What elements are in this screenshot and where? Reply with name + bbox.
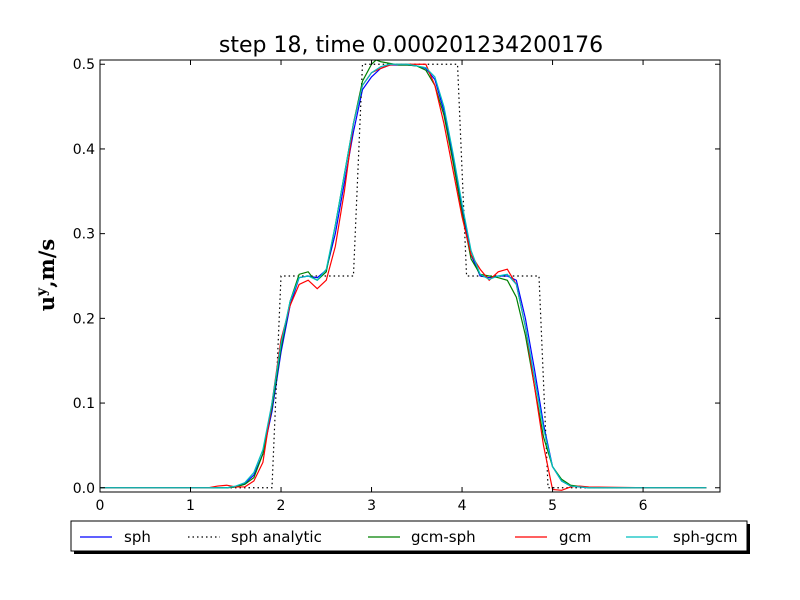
plot-frame [99, 59, 721, 493]
series-line-sph-gcm [100, 63, 707, 489]
legend-label: gcm-sph [411, 528, 476, 546]
y-tick-label: 0.3 [73, 227, 95, 243]
y-tick-label: 0.4 [73, 142, 95, 158]
x-tick-label: 0 [96, 498, 105, 514]
y-axis-label-main: u [34, 296, 59, 311]
ticks-layer: 0 1 2 3 4 5 6 0.0 0.1 0.2 0.3 0.4 0.5 [73, 57, 720, 514]
legend-item-gcm: gcm [515, 528, 591, 546]
legend-label: gcm [559, 528, 591, 546]
x-tick-label: 4 [458, 498, 467, 514]
legend-item-gcm-sph: gcm-sph [368, 528, 476, 546]
legend-label: sph-gcm [673, 528, 738, 546]
y-axis-label-rest: ,m/s [34, 239, 59, 288]
series-line-sph-analytic [100, 63, 707, 489]
x-tick-label: 3 [367, 498, 376, 514]
series-line-gcm [100, 63, 707, 491]
series-line-gcm-sph [100, 60, 707, 489]
legend-label: sph analytic [231, 528, 322, 546]
legend-label: sph [124, 528, 151, 546]
y-axis-label: uy,m/s [34, 239, 59, 311]
y-axis-label-superscript: y [34, 287, 50, 297]
y-tick-label: 0.5 [73, 57, 95, 73]
legend-item-sph-analytic: sph analytic [188, 528, 322, 546]
legend-box [70, 520, 748, 552]
x-tick-label: 1 [186, 498, 195, 514]
legend-item-sph: sph [80, 528, 151, 546]
legend: sph sph analytic gcm-sph gcm sph-gcm [70, 520, 750, 554]
y-tick-label: 0.1 [73, 396, 95, 412]
legend-item-sph-gcm: sph-gcm [626, 528, 738, 546]
x-tick-label: 5 [548, 498, 557, 514]
x-tick-label: 2 [277, 498, 286, 514]
chart-title: step 18, time 0.000201234200176 [219, 33, 603, 58]
y-tick-label: 0.0 [73, 481, 95, 497]
x-tick-label: 6 [639, 498, 648, 514]
series-line-sph [100, 64, 707, 489]
series-layer [100, 60, 707, 491]
y-tick-label: 0.2 [73, 311, 95, 327]
